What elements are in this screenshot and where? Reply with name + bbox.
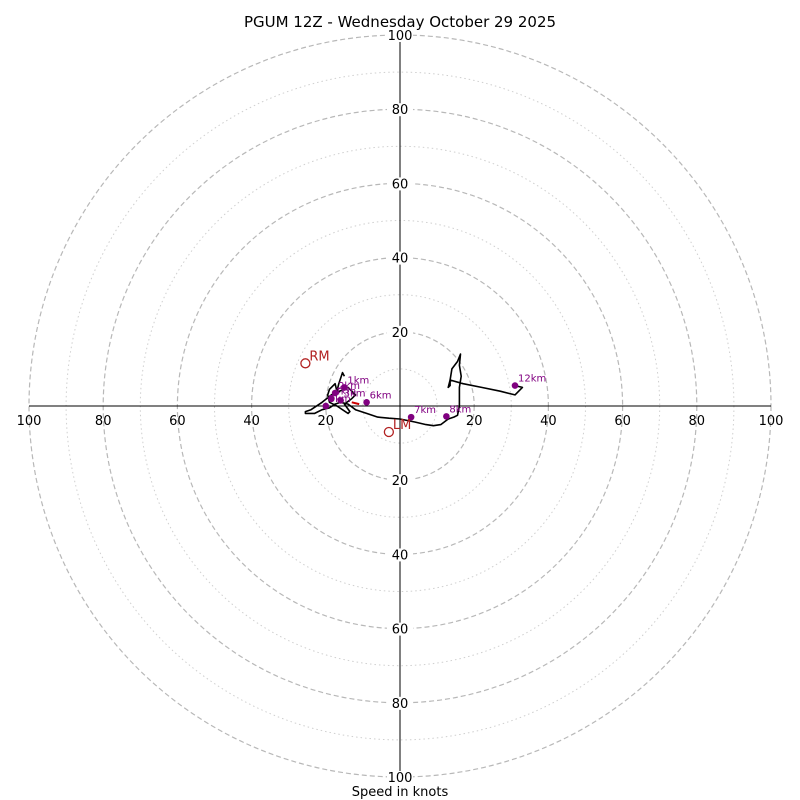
chart-title: PGUM 12Z - Wednesday October 29 2025 (244, 13, 556, 31)
tick-label-bg (387, 177, 413, 191)
height-marker-7km (407, 413, 415, 421)
hodograph-trace-group (304, 353, 524, 427)
tick-label-top-20: 20 (392, 326, 409, 341)
height-label-7km: 7km (414, 405, 436, 416)
height-marker-12km (511, 382, 519, 389)
tick-label-bg (387, 474, 413, 488)
storm-motion-label-RM: RM (309, 349, 329, 364)
storm-motion-marker-RM (300, 358, 311, 369)
height-label-5km: 5km (329, 394, 351, 405)
tick-label-top-80: 80 (392, 103, 409, 118)
height-label-6km: 6km (370, 390, 392, 401)
height-label-12km: 12km (518, 374, 546, 385)
height-marker-3km (337, 397, 344, 404)
tick-label-bg (387, 771, 413, 784)
tick-label-left-20: 20 (318, 414, 335, 429)
height-label-4km: 4km (334, 387, 356, 398)
tick-label-bottom-100: 100 (388, 771, 413, 786)
tick-label-left-100: 100 (17, 414, 42, 429)
tick-label-bg (387, 29, 413, 42)
height-label-8km: 8km (449, 404, 471, 415)
tick-label-bg (387, 325, 413, 339)
mean-wind-segment (351, 401, 360, 406)
tick-label-left-60: 60 (169, 414, 186, 429)
height-label-2km: 2km (338, 381, 360, 392)
height-marker-5km (322, 402, 330, 410)
axes (29, 35, 771, 777)
tick-label-right-20: 20 (466, 414, 483, 429)
tick-label-right-40: 40 (540, 414, 557, 429)
tick-label-right-60: 60 (614, 414, 631, 429)
height-marker-6km (363, 398, 370, 406)
tick-label-bottom-40: 40 (392, 548, 409, 563)
storm-motion-marker-LM (383, 426, 395, 438)
tick-label-bg (387, 251, 413, 265)
tick-label-right-100: 100 (759, 414, 784, 429)
height-label-1km: 1km (347, 375, 369, 386)
hodograph-trace (304, 353, 524, 427)
tick-label-right-80: 80 (689, 414, 706, 429)
height-marker-1km (341, 384, 348, 391)
tick-label-left-40: 40 (243, 414, 260, 429)
tick-label-bg (387, 548, 413, 562)
tick-label-bg (387, 622, 413, 636)
tick-label-top-60: 60 (392, 177, 409, 192)
height-marker-2km (331, 389, 339, 397)
height-marker-8km (443, 413, 450, 420)
tick-label-bottom-20: 20 (392, 474, 409, 489)
axis-tick-labels: 20 20 20 20 40 40 40 40 60 60 60 60 80 80 80 80 100 100 10… (17, 29, 784, 786)
x-axis-label: Speed in knots (352, 785, 449, 800)
storm-motion-label-LM: LM (393, 418, 411, 433)
height-marker-4km (328, 395, 335, 402)
storm-motion-markers: RM LM (300, 349, 411, 438)
tick-label-top-40: 40 (392, 252, 409, 267)
tick-label-bg (387, 103, 413, 117)
tick-label-bg (387, 696, 413, 710)
height-label-3km: 3km (344, 388, 366, 399)
tick-label-left-80: 80 (95, 414, 112, 429)
tick-label-bottom-80: 80 (392, 697, 409, 712)
tick-label-bottom-60: 60 (392, 623, 409, 638)
tick-label-top-100: 100 (388, 29, 413, 44)
